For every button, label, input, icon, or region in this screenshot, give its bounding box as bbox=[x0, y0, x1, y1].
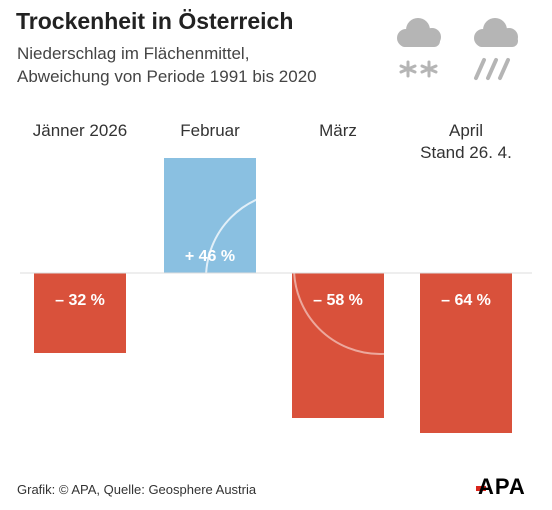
bar-3 bbox=[292, 273, 384, 418]
apa-logo: APA bbox=[476, 474, 526, 499]
bar-value-label-1: – 32 % bbox=[55, 292, 105, 309]
category-label-4: Stand 26. 4. bbox=[420, 143, 512, 162]
chart-title: Trockenheit in Österreich bbox=[16, 8, 294, 34]
weather-icons bbox=[397, 18, 518, 80]
rain-cloud-icon bbox=[474, 18, 518, 80]
subtitle-line-2: Abweichung von Periode 1991 bis 2020 bbox=[17, 67, 317, 86]
chart-subtitle: Niederschlag im Flächenmittel, Abweichun… bbox=[17, 42, 317, 88]
category-label-1: Jänner 2026 bbox=[33, 121, 128, 140]
snow-cloud-icon bbox=[397, 18, 441, 78]
bar-value-label-4: – 64 % bbox=[441, 292, 491, 309]
logo-text: APA bbox=[478, 474, 526, 499]
subtitle-line-1: Niederschlag im Flächenmittel, bbox=[17, 44, 250, 63]
source-credit: Grafik: © APA, Quelle: Geosphere Austria bbox=[17, 482, 257, 497]
category-label-2: Februar bbox=[180, 121, 240, 140]
bar-chart: – 32 % + 46 % – 58 % – 64 % Jänner 2026 Febru… bbox=[20, 121, 532, 433]
decorative-arc bbox=[293, 273, 384, 355]
bar-value-label-2: + 46 % bbox=[185, 248, 235, 265]
category-label-4: April bbox=[449, 121, 483, 140]
bar-1 bbox=[34, 273, 126, 353]
bar-value-label-3: – 58 % bbox=[313, 292, 363, 309]
category-label-3: März bbox=[319, 121, 357, 140]
bar-4 bbox=[420, 273, 512, 433]
